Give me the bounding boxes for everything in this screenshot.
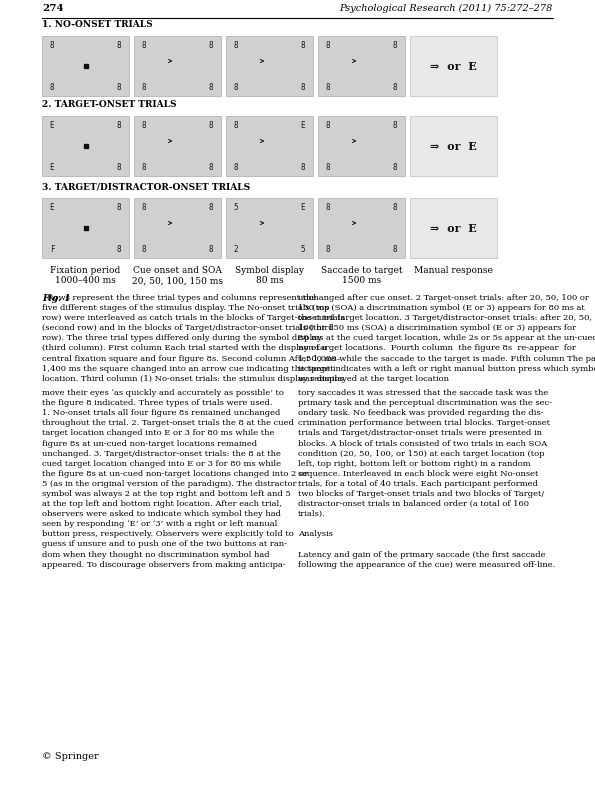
Text: 8: 8: [209, 40, 214, 50]
Text: move their eyes ‘as quickly and accurately as possible’ to
the figure 8 indicate: move their eyes ‘as quickly and accurate…: [42, 389, 308, 569]
Text: Symbol display
80 ms: Symbol display 80 ms: [235, 266, 304, 286]
Bar: [134, 36, 221, 96]
Text: ⇒  or  E: ⇒ or E: [430, 60, 477, 71]
Text: 2. TARGET-ONSET TRIALS: 2. TARGET-ONSET TRIALS: [42, 100, 177, 109]
Text: E: E: [300, 202, 305, 211]
Text: 8: 8: [393, 120, 397, 130]
Text: 2: 2: [234, 244, 239, 253]
Text: 8: 8: [117, 120, 121, 130]
Text: 1. NO-ONSET TRIALS: 1. NO-ONSET TRIALS: [42, 20, 153, 29]
Text: 8: 8: [325, 162, 330, 172]
Text: 3. TARGET/DISTRACTOR-ONSET TRIALS: 3. TARGET/DISTRACTOR-ONSET TRIALS: [42, 182, 250, 191]
Text: 8: 8: [142, 244, 146, 253]
Text: 5: 5: [234, 202, 239, 211]
Text: 8: 8: [325, 244, 330, 253]
Text: 8: 8: [325, 202, 330, 211]
Text: 8: 8: [117, 82, 121, 92]
Text: 8: 8: [142, 120, 146, 130]
Text: 8: 8: [117, 244, 121, 253]
Text: 8: 8: [234, 162, 239, 172]
Text: 8: 8: [234, 120, 239, 130]
Text: 8: 8: [142, 82, 146, 92]
Bar: [318, 198, 405, 258]
Bar: [134, 116, 221, 176]
Text: 8: 8: [325, 82, 330, 92]
Text: 274: 274: [42, 4, 64, 13]
Text: 8: 8: [234, 40, 239, 50]
Text: © Springer: © Springer: [42, 752, 99, 761]
Bar: [42, 116, 129, 176]
Text: 8: 8: [117, 162, 121, 172]
Text: 8: 8: [325, 40, 330, 50]
Text: 8: 8: [50, 82, 54, 92]
Text: tory saccades it was stressed that the saccade task was the
primary task and the: tory saccades it was stressed that the s…: [298, 389, 555, 569]
Text: 8: 8: [142, 202, 146, 211]
Bar: [410, 36, 497, 96]
Bar: [42, 36, 129, 96]
Text: F: F: [50, 244, 54, 253]
Text: unchanged after cue onset. 2 Target-onset trials: after 20, 50, 100 or
150 ms (S: unchanged after cue onset. 2 Target-onse…: [298, 294, 595, 383]
Text: 8: 8: [234, 82, 239, 92]
Bar: [134, 198, 221, 258]
Text: E: E: [300, 120, 305, 130]
Text: 8: 8: [142, 162, 146, 172]
Text: 8: 8: [300, 40, 305, 50]
Text: 8: 8: [117, 202, 121, 211]
Bar: [410, 116, 497, 176]
Text: Cue onset and SOA
20, 50, 100, 150 ms: Cue onset and SOA 20, 50, 100, 150 ms: [132, 266, 223, 286]
Text: E: E: [50, 162, 54, 172]
Text: 8: 8: [209, 244, 214, 253]
Text: E: E: [50, 202, 54, 211]
Text: 8: 8: [300, 162, 305, 172]
Bar: [226, 116, 313, 176]
Text: 8: 8: [209, 162, 214, 172]
Text: 5: 5: [300, 244, 305, 253]
Text: 8: 8: [209, 202, 214, 211]
Text: 8: 8: [209, 120, 214, 130]
Text: Fixation period
1000–400 ms: Fixation period 1000–400 ms: [51, 266, 121, 286]
Text: 8: 8: [325, 120, 330, 130]
Text: Manual response: Manual response: [414, 266, 493, 275]
Text: E: E: [50, 120, 54, 130]
Bar: [42, 198, 129, 258]
Bar: [226, 198, 313, 258]
Text: 8: 8: [393, 162, 397, 172]
Text: 8: 8: [209, 82, 214, 92]
Text: 8: 8: [393, 244, 397, 253]
Text: 8: 8: [142, 40, 146, 50]
Text: 8: 8: [393, 40, 397, 50]
Bar: [318, 36, 405, 96]
Bar: [318, 116, 405, 176]
Text: Rows represent the three trial types and columns represent the
five different st: Rows represent the three trial types and…: [42, 294, 345, 383]
Text: ⇒  or  E: ⇒ or E: [430, 141, 477, 152]
Text: 8: 8: [393, 82, 397, 92]
Text: 8: 8: [300, 82, 305, 92]
Text: Fig. 1: Fig. 1: [42, 294, 70, 303]
Bar: [226, 36, 313, 96]
Text: Psychological Research (2011) 75:272–278: Psychological Research (2011) 75:272–278: [340, 4, 553, 13]
Text: 8: 8: [117, 40, 121, 50]
Text: 8: 8: [50, 40, 54, 50]
Text: 8: 8: [393, 202, 397, 211]
Bar: [410, 198, 497, 258]
Text: ⇒  or  E: ⇒ or E: [430, 222, 477, 233]
Text: Saccade to target
1500 ms: Saccade to target 1500 ms: [321, 266, 402, 286]
